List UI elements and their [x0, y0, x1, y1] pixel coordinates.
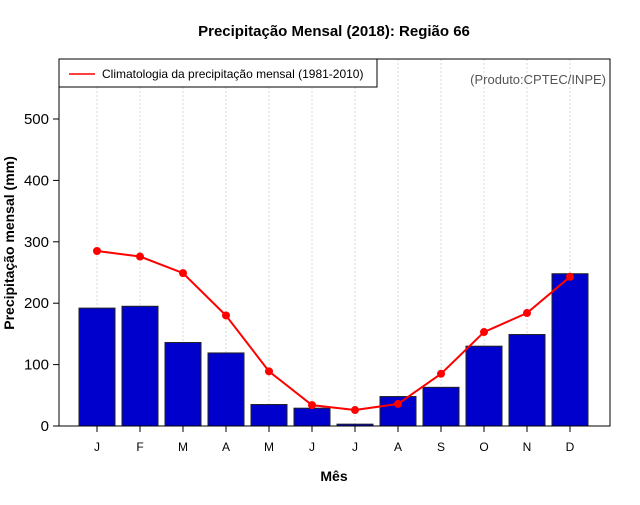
x-tick-label: S: [437, 440, 445, 454]
bar-0: [78, 307, 116, 427]
y-tick-label: 300: [24, 234, 49, 251]
x-tick-label: M: [264, 440, 274, 454]
bar-5: [293, 407, 331, 427]
x-axis-title: Mês: [320, 468, 347, 484]
y-tick-label: 400: [24, 172, 49, 189]
bar-3: [207, 352, 245, 427]
climatology-point-11: [566, 272, 574, 281]
bar-9: [465, 345, 503, 427]
x-tick-label: J: [309, 440, 315, 454]
climatology-point-5: [308, 401, 316, 410]
climatology-point-8: [437, 369, 445, 378]
credit-annotation: (Produto:CPTEC/INPE): [470, 72, 606, 87]
bar-11: [551, 273, 589, 427]
bar-4: [250, 404, 288, 427]
bar-1: [121, 305, 159, 427]
y-tick-label: 500: [24, 111, 49, 128]
climatology-point-2: [179, 269, 187, 278]
x-tick-label: J: [94, 440, 100, 454]
y-axis-title: Precipitação mensal (mm): [1, 156, 17, 330]
x-tick-label: A: [222, 440, 230, 454]
climatology-point-9: [480, 328, 488, 337]
climatology-point-3: [222, 311, 230, 320]
x-tick-label: A: [394, 440, 402, 454]
climatology-point-0: [93, 247, 101, 256]
climatology-point-4: [265, 367, 273, 376]
legend-label: Climatologia da precipitação mensal (198…: [102, 67, 363, 81]
bar-10: [508, 334, 546, 427]
bar-8: [422, 386, 460, 427]
climatology-point-1: [136, 252, 144, 261]
bars: [78, 273, 589, 427]
bar-2: [164, 341, 202, 427]
climatology-point-7: [394, 399, 402, 408]
x-tick-label: M: [178, 440, 188, 454]
x-tick-label: F: [136, 440, 143, 454]
x-tick-label: N: [523, 440, 532, 454]
x-tick-label: D: [566, 440, 575, 454]
climatology-point-10: [523, 309, 531, 318]
climatology-line: [93, 247, 574, 415]
climatology-polyline: [96, 250, 571, 412]
y-tick-label: 200: [24, 295, 49, 312]
climatology-point-6: [351, 406, 359, 415]
y-tick-label: 100: [24, 357, 49, 374]
legend-box: [58, 58, 378, 88]
y-tick-label: 0: [41, 418, 49, 435]
legend: Climatologia da precipitação mensal (198…: [58, 58, 378, 88]
chart-title: Precipitação Mensal (2018): Região 66: [198, 23, 470, 40]
x-tick-label: O: [479, 440, 488, 454]
x-tick-label: J: [352, 440, 358, 454]
y-axis: 0 100 200 300 400 500: [24, 111, 59, 435]
